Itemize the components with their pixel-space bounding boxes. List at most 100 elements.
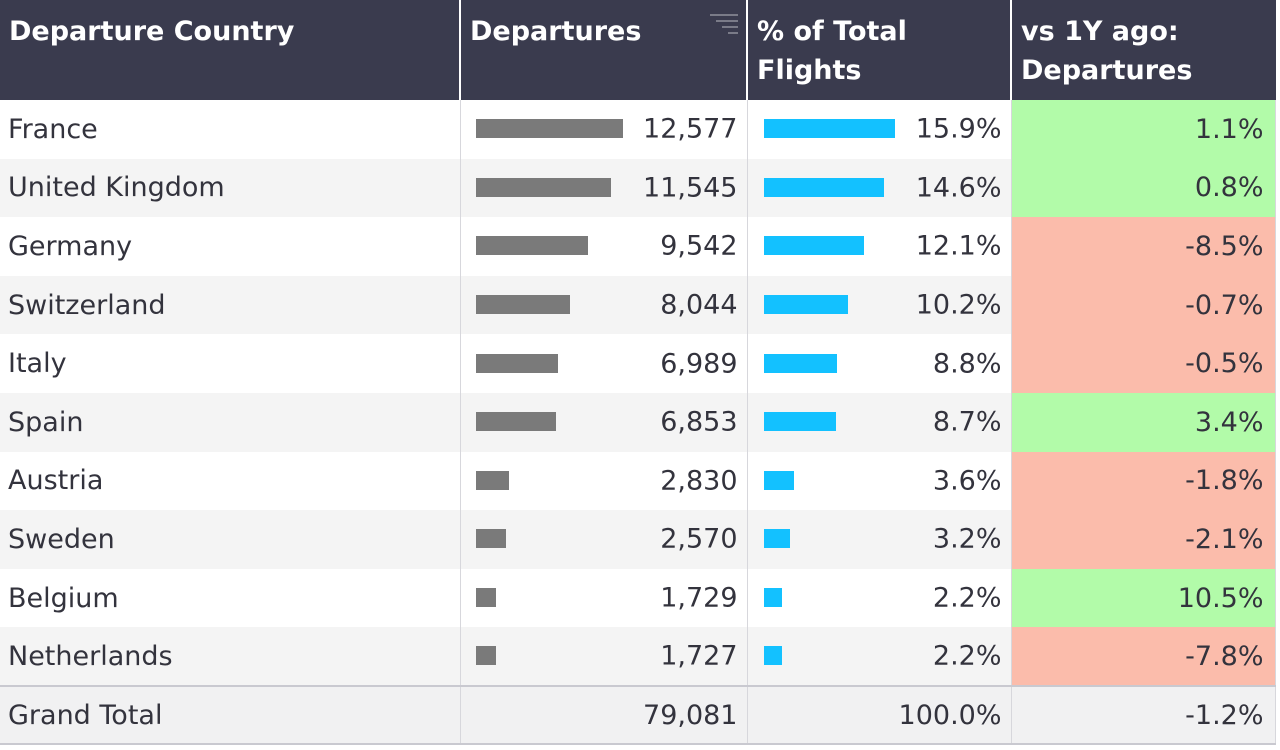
change-cell: 1.1% <box>1011 100 1276 159</box>
column-header-departures[interactable]: Departures <box>460 0 748 100</box>
column-header-vs-line1: vs 1Y ago: <box>1021 16 1179 47</box>
pct-cell: 15.9% <box>747 100 1012 159</box>
departures-bar <box>475 353 558 373</box>
departures-bar <box>475 295 570 315</box>
table-row[interactable]: Netherlands 1,727 2.2% -7.8% <box>0 627 1276 686</box>
departures-cell: 2,570 <box>460 510 748 569</box>
departures-value: 6,853 <box>660 406 738 438</box>
pct-cell: 2.2% <box>747 627 1012 686</box>
pct-bar <box>763 412 836 432</box>
column-header-country-label: Departure Country <box>9 16 295 47</box>
change-cell: -8.5% <box>1011 217 1276 276</box>
table-row[interactable]: Austria 2,830 3.6% -1.8% <box>0 451 1276 511</box>
grand-total-change: -1.2% <box>1011 685 1276 745</box>
country-cell: Spain <box>0 392 461 452</box>
country-cell: Austria <box>0 451 461 511</box>
pct-value: 14.6% <box>915 172 1002 204</box>
grand-total-row: Grand Total 79,081 100.0% -1.2% <box>0 685 1276 745</box>
pct-bar <box>763 119 895 139</box>
departures-value: 2,830 <box>660 465 738 497</box>
change-cell: -0.5% <box>1011 334 1276 393</box>
departures-cell: 1,729 <box>460 568 748 628</box>
country-cell: United Kingdom <box>0 158 461 218</box>
grand-total-departures: 79,081 <box>460 685 748 745</box>
pct-value: 2.2% <box>932 582 1002 614</box>
departures-bar <box>475 529 506 549</box>
column-header-pct-line1: % of Total <box>757 16 907 47</box>
sort-icon[interactable] <box>710 14 738 36</box>
column-header-country[interactable]: Departure Country <box>0 0 461 100</box>
pct-bar <box>763 529 790 549</box>
table-row[interactable]: Switzerland 8,044 10.2% -0.7% <box>0 275 1276 335</box>
departures-value: 1,727 <box>660 640 738 672</box>
departures-bar <box>475 119 623 139</box>
departures-cell: 9,542 <box>460 217 748 276</box>
table-row[interactable]: Italy 6,989 8.8% -0.5% <box>0 334 1276 393</box>
grand-total-label: Grand Total <box>0 685 461 745</box>
column-header-pct-line2: Flights <box>757 55 862 86</box>
table-row[interactable]: Spain 6,853 8.7% 3.4% <box>0 392 1276 452</box>
pct-value: 15.9% <box>915 113 1002 145</box>
table-row[interactable]: Sweden 2,570 3.2% -2.1% <box>0 510 1276 569</box>
pct-cell: 3.6% <box>747 451 1012 511</box>
table-row[interactable]: Belgium 1,729 2.2% 10.5% <box>0 568 1276 628</box>
country-cell: Sweden <box>0 510 461 569</box>
pct-value: 8.8% <box>932 348 1002 380</box>
departures-value: 1,729 <box>660 582 738 614</box>
table-row[interactable]: Germany 9,542 12.1% -8.5% <box>0 217 1276 276</box>
column-header-vs-line2: Departures <box>1021 55 1193 86</box>
pct-bar <box>763 646 782 666</box>
departures-cell: 6,989 <box>460 334 748 393</box>
departures-bar <box>475 177 611 197</box>
pct-cell: 10.2% <box>747 275 1012 335</box>
pct-cell: 8.7% <box>747 392 1012 452</box>
column-header-pct-total[interactable]: % of Total Flights <box>747 0 1012 100</box>
change-cell: -1.8% <box>1011 451 1276 511</box>
pct-bar <box>763 295 848 315</box>
change-cell: 3.4% <box>1011 392 1276 452</box>
pct-bar <box>763 236 864 256</box>
country-cell: Italy <box>0 334 461 393</box>
pct-cell: 8.8% <box>747 334 1012 393</box>
pct-cell: 3.2% <box>747 510 1012 569</box>
table-row[interactable]: United Kingdom 11,545 14.6% 0.8% <box>0 158 1276 218</box>
departures-cell: 2,830 <box>460 451 748 511</box>
departures-value: 2,570 <box>660 523 738 555</box>
country-cell: Belgium <box>0 568 461 628</box>
change-cell: -2.1% <box>1011 510 1276 569</box>
departures-value: 9,542 <box>660 230 738 262</box>
country-cell: Switzerland <box>0 275 461 335</box>
table-body: France 12,577 15.9% 1.1% United Kingdom 11,54… <box>0 100 1276 686</box>
departures-value: 12,577 <box>643 113 738 145</box>
pct-cell: 14.6% <box>747 158 1012 218</box>
change-cell: 10.5% <box>1011 568 1276 628</box>
departures-cell: 6,853 <box>460 392 748 452</box>
country-cell: Germany <box>0 217 461 276</box>
pct-value: 3.2% <box>932 523 1002 555</box>
header-row: Departure Country Departures % of Total … <box>0 0 1276 100</box>
departures-value: 8,044 <box>660 289 738 321</box>
departures-cell: 1,727 <box>460 627 748 686</box>
column-header-vs-1y[interactable]: vs 1Y ago: Departures <box>1011 0 1276 100</box>
pct-value: 10.2% <box>915 289 1002 321</box>
pct-bar <box>763 588 782 608</box>
pct-cell: 12.1% <box>747 217 1012 276</box>
table-row[interactable]: France 12,577 15.9% 1.1% <box>0 100 1276 159</box>
change-cell: 0.8% <box>1011 158 1276 218</box>
pct-cell: 2.2% <box>747 568 1012 628</box>
country-cell: Netherlands <box>0 627 461 686</box>
departures-bar <box>475 646 496 666</box>
pct-value: 2.2% <box>932 640 1002 672</box>
pct-bar <box>763 470 794 490</box>
departures-bar <box>475 470 509 490</box>
departures-cell: 8,044 <box>460 275 748 335</box>
change-cell: -7.8% <box>1011 627 1276 686</box>
pct-value: 12.1% <box>915 230 1002 262</box>
departures-value: 11,545 <box>643 172 738 204</box>
departures-bar <box>475 236 588 256</box>
departures-cell: 11,545 <box>460 158 748 218</box>
pct-value: 8.7% <box>932 406 1002 438</box>
departures-bar <box>475 412 556 432</box>
pct-bar <box>763 177 884 197</box>
